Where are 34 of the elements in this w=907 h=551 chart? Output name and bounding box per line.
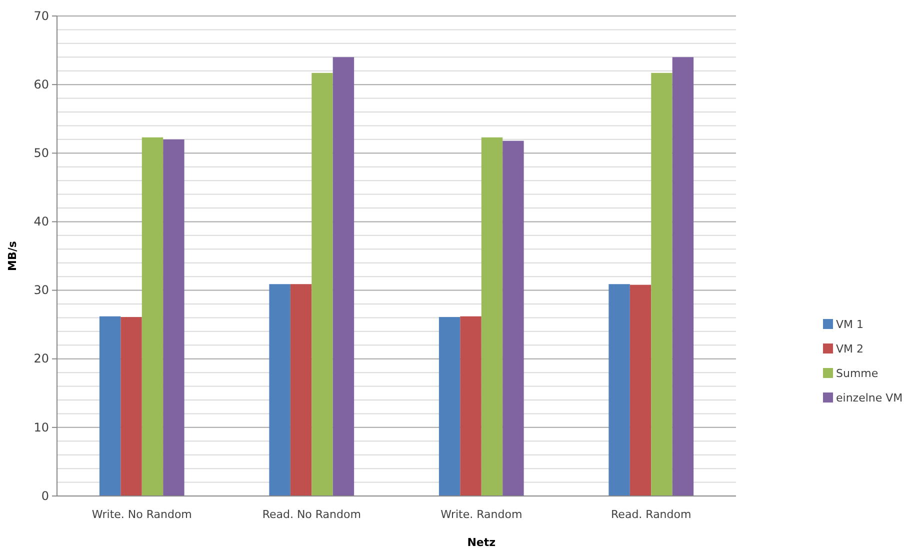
bar xyxy=(120,317,142,496)
y-tick-label: 20 xyxy=(34,352,49,366)
bar xyxy=(312,72,333,496)
x-tick-label: Read. No Random xyxy=(262,508,361,521)
bar xyxy=(481,137,503,496)
bar xyxy=(269,284,290,496)
bar xyxy=(672,57,694,496)
bar xyxy=(438,317,460,496)
bar xyxy=(651,72,672,496)
bar xyxy=(332,57,354,496)
y-tick-label: 60 xyxy=(34,77,49,92)
y-tick-label: 50 xyxy=(34,146,49,160)
y-tick-label: 10 xyxy=(34,420,49,434)
y-tick-label: 40 xyxy=(34,214,49,229)
bar xyxy=(163,139,184,496)
legend-label: VM 1 xyxy=(836,318,864,331)
x-tick-label: Read. Random xyxy=(611,508,692,521)
bar xyxy=(460,316,482,496)
legend-label: VM 2 xyxy=(836,342,864,356)
x-axis-title: Netz xyxy=(467,536,496,549)
legend-label: einzelne VM xyxy=(836,392,903,404)
bar xyxy=(99,316,121,496)
bar xyxy=(630,284,652,496)
x-tick-label: Write. Random xyxy=(440,508,522,521)
legend-label: Summe xyxy=(836,367,878,380)
bar xyxy=(142,137,164,496)
y-axis-title: MB/s xyxy=(6,240,19,271)
bar xyxy=(290,284,312,496)
x-tick-label: Write. No Random xyxy=(92,508,192,521)
bar xyxy=(608,284,630,496)
y-tick-label: 70 xyxy=(34,8,49,23)
y-tick-label: 30 xyxy=(34,283,49,298)
y-tick-label: 0 xyxy=(41,488,49,503)
bar xyxy=(502,140,524,496)
